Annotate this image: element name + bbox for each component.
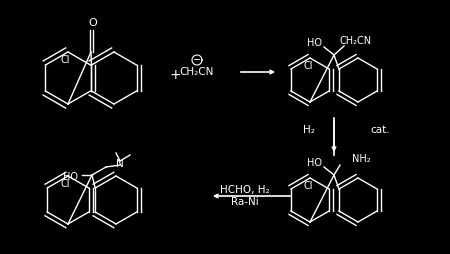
Text: H₂: H₂ [303,125,315,135]
Text: HO: HO [306,38,321,48]
Text: cat.: cat. [370,125,390,135]
Text: NH₂: NH₂ [352,154,371,164]
Text: Ra-Ni: Ra-Ni [231,197,259,207]
Text: N: N [116,159,124,169]
Text: HCHO, H₂: HCHO, H₂ [220,185,270,195]
Text: Cl: Cl [60,179,70,189]
Text: CH₂CN: CH₂CN [340,36,372,46]
Text: +: + [169,68,181,82]
Text: Cl: Cl [303,181,313,191]
Text: Cl: Cl [60,55,70,65]
Text: HO: HO [63,172,77,182]
Text: HO: HO [306,158,321,168]
Text: CH₂CN: CH₂CN [180,67,214,77]
Text: −: − [193,55,201,65]
Text: O: O [89,18,97,28]
Text: Cl: Cl [303,61,313,71]
